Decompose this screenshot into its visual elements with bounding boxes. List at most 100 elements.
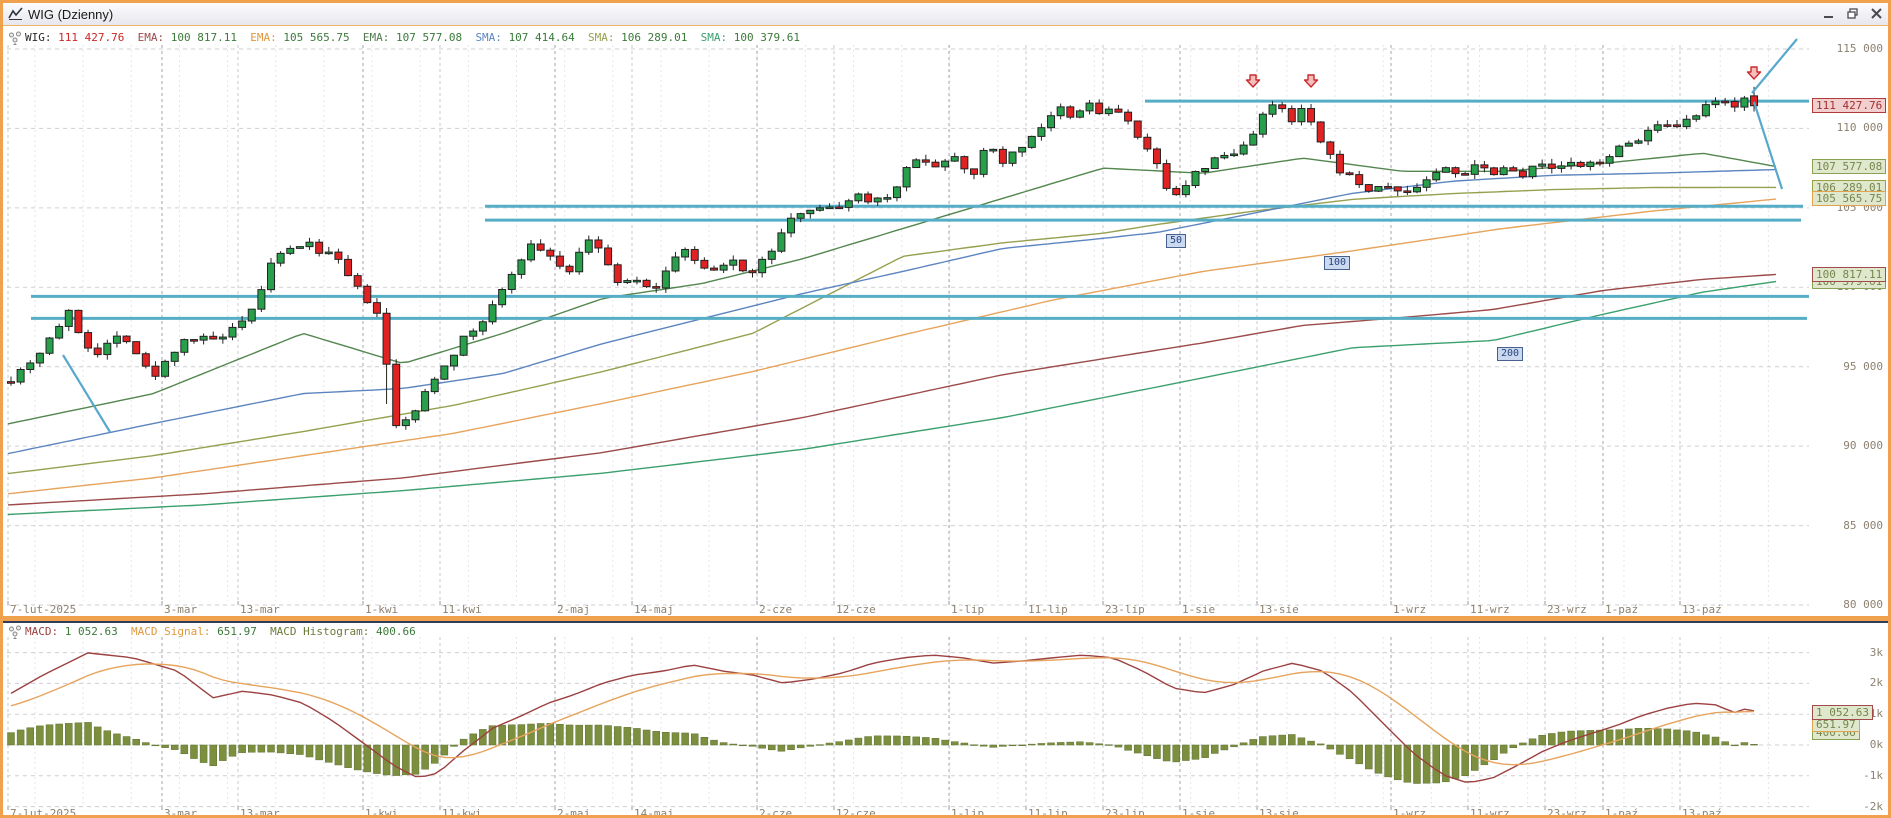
date-label: 11-wrz	[1470, 807, 1510, 818]
trend-lines[interactable]	[62, 38, 1798, 433]
date-label: 12-cze	[836, 807, 876, 818]
macd-histogram-bar	[132, 739, 140, 746]
chart-type-icon	[8, 6, 24, 22]
macd-histogram-bar	[623, 727, 632, 746]
macd-histogram-bar	[739, 744, 747, 747]
macd-histogram-bar	[546, 723, 555, 746]
macd-histogram-bar	[190, 744, 198, 759]
window-titlebar[interactable]: WIG (Dzienny)	[3, 3, 1888, 26]
macd-histogram-bar	[1288, 734, 1296, 746]
price-label-box: 100 817.11	[1812, 266, 1887, 282]
macd-histogram-bar	[55, 723, 63, 746]
macd-histogram-bar	[931, 738, 940, 746]
support-resistance-lines[interactable]	[31, 99, 1809, 320]
macd-histogram-bar	[199, 744, 208, 763]
macd-histogram-bar	[1461, 744, 1469, 777]
macd-signal-line	[10, 657, 1755, 766]
legend-label: SMA:	[475, 31, 509, 44]
macd-histogram-bar	[758, 744, 766, 749]
macd-histogram-bar	[1278, 734, 1286, 746]
date-label: 1-paź	[1605, 807, 1639, 818]
macd-histogram-bar	[363, 744, 372, 773]
pane-separator[interactable]	[3, 616, 1888, 621]
macd-histogram-bar	[411, 744, 420, 775]
macd-histogram-bar	[1326, 744, 1335, 750]
macd-histogram-bar	[527, 723, 535, 746]
trend-line[interactable]	[62, 354, 111, 433]
macd-histogram-bar	[1336, 744, 1344, 755]
legend-value: 106 289.01	[621, 31, 701, 44]
trend-line[interactable]	[1752, 101, 1784, 190]
macd-histogram-bar	[556, 723, 564, 746]
sell-signal-arrow-icon	[1746, 66, 1762, 80]
date-label: 1-kwi	[365, 603, 399, 616]
legend-label: MACD:	[25, 625, 65, 638]
date-label: 3-mar	[164, 603, 198, 616]
date-label: 1-wrz	[1393, 807, 1427, 818]
macd-histogram-bar	[613, 726, 622, 746]
macd-histogram-bar	[26, 727, 35, 746]
macd-pane[interactable]	[7, 652, 1758, 784]
macd-histogram-bar	[1355, 744, 1363, 765]
macd-histogram-bar	[1345, 744, 1354, 759]
date-label: 13-mar	[240, 603, 280, 616]
legend-label: SMA:	[588, 31, 622, 44]
macd-histogram-bar	[161, 744, 169, 748]
macd-histogram-bar	[113, 733, 121, 746]
macd-value-label-box: 651.97	[1812, 717, 1860, 733]
date-label: 2-maj	[557, 603, 591, 616]
legend-value: 100 379.61	[733, 31, 814, 44]
minimize-button[interactable]	[1820, 6, 1836, 21]
macd-histogram-bar	[286, 744, 295, 755]
legend-label: SMA:	[700, 31, 734, 44]
macd-histogram-bar	[1548, 733, 1556, 746]
macd-y-axis-label: 3k	[1869, 645, 1883, 659]
trend-line[interactable]	[1751, 38, 1798, 94]
macd-y-axis-label: -1k	[1863, 768, 1883, 782]
close-button[interactable]	[1868, 6, 1884, 21]
macd-histogram-bar	[1586, 730, 1595, 746]
indicator-settings-icon[interactable]	[8, 30, 22, 45]
pane-separator-line	[3, 621, 1888, 623]
restore-button[interactable]	[1844, 6, 1860, 21]
indicator-settings-icon[interactable]	[8, 624, 22, 639]
macd-histogram-bar	[681, 732, 689, 746]
macd-histogram-bar	[45, 724, 54, 746]
macd-histogram-bar	[440, 744, 449, 756]
macd-histogram-bar	[1673, 729, 1681, 746]
macd-histogram-bar	[864, 736, 872, 746]
macd-histogram-bar	[1644, 728, 1652, 746]
legend-value: 107 414.64	[508, 31, 589, 44]
macd-histogram-bar	[1133, 744, 1142, 754]
macd-histogram-bar	[604, 725, 612, 746]
macd-histogram-bar	[806, 744, 815, 747]
legend-label: EMA:	[362, 31, 396, 44]
macd-histogram-bar	[1567, 730, 1575, 746]
date-label: 23-lip	[1105, 603, 1145, 616]
macd-histogram-bar	[344, 744, 352, 768]
ma-period-label: 100	[1324, 256, 1351, 270]
macd-histogram-bar	[1480, 744, 1489, 766]
moving-average-lines	[7, 152, 1777, 516]
chart-canvas[interactable]	[3, 3, 1888, 815]
macd-histogram-bar	[1422, 744, 1431, 784]
date-label: 3-mar	[164, 807, 198, 818]
macd-histogram-bar	[296, 744, 304, 755]
macd-histogram-bar	[1519, 742, 1527, 746]
ma-line-sma-100379.61	[7, 280, 1777, 516]
macd-histogram-bar	[180, 744, 189, 755]
macd-histogram-bar	[1239, 742, 1248, 746]
y-axis-label: 110 000	[1836, 121, 1883, 135]
macd-histogram-bar	[1259, 736, 1267, 746]
legend-value: 105 565.75	[283, 31, 363, 44]
macd-histogram-bar	[1692, 731, 1700, 746]
macd-histogram-bar	[1721, 741, 1729, 746]
date-label: 1-kwi	[365, 807, 399, 818]
date-label: 12-cze	[836, 603, 876, 616]
macd-histogram-bar	[1268, 735, 1277, 746]
date-label: 13-paź	[1682, 603, 1722, 616]
macd-histogram-bar	[536, 723, 545, 746]
date-label: 1-lip	[951, 807, 985, 818]
macd-histogram-bar	[1220, 744, 1229, 751]
macd-histogram-bar	[7, 732, 15, 746]
